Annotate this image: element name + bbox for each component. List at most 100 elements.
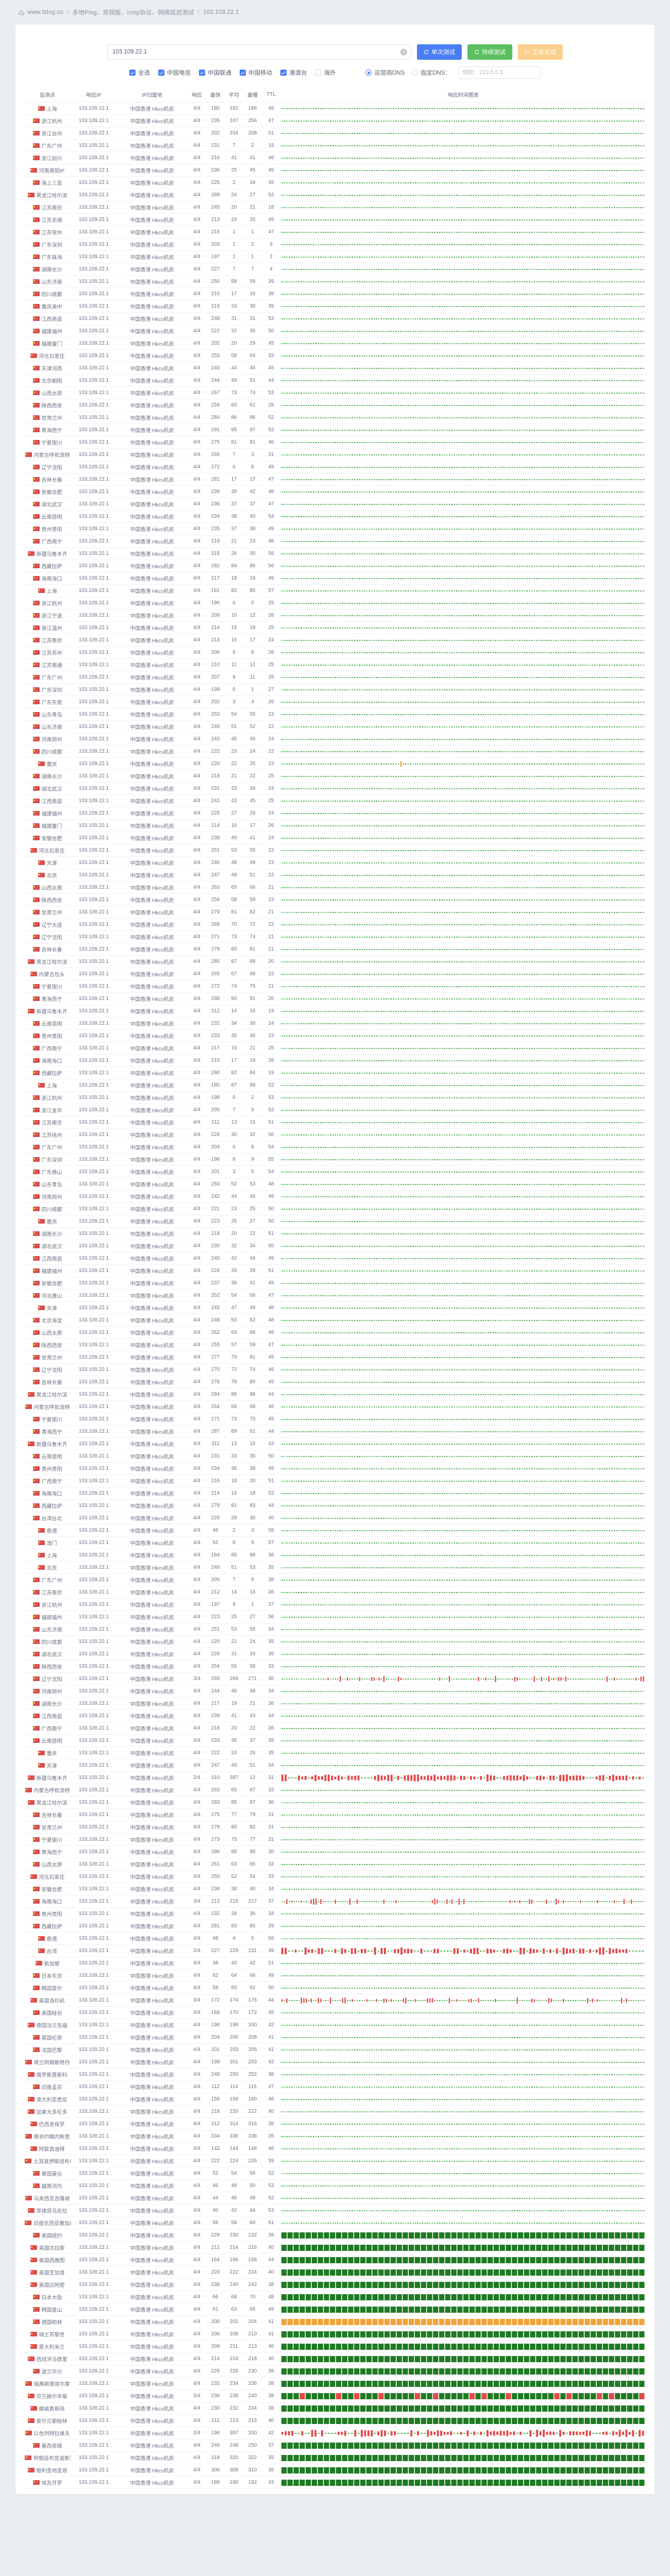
table-row[interactable]: 北京朝阳 103.109.22.1 中国香港 Hkcs机房 4/4 244 49 51 44: [24, 374, 646, 387]
table-row[interactable]: 广东珠海 103.109.22.1 中国香港 Hkcs机房 4/4 197 1 1 2: [24, 250, 646, 263]
table-row[interactable]: 内蒙古呼和浩特 103.109.22.1 中国香港 Hkcs机房 4/4 263 65 67…: [24, 1784, 646, 1797]
table-row[interactable]: 美国硅谷 103.109.22.1 中国香港 Hkcs机房 4/4 168 170 172 4…: [24, 2006, 646, 2019]
table-row[interactable]: 河北唐山 103.109.22.1 中国香港 Hkcs机房 4/4 252 54 56 47: [24, 1289, 646, 1302]
table-row[interactable]: 波兰华沙 103.109.22.1 中国香港 Hkcs机房 4/4 226 228 230 3…: [24, 2365, 646, 2378]
table-row[interactable]: 马来西亚吉隆坡 103.109.22.1 中国香港 Hkcs机房 4/4 44 46 48 5…: [24, 2192, 646, 2205]
table-row[interactable]: 青海西宁 103.109.22.1 中国香港 Hkcs机房 4/4 287 89 91 44: [24, 1425, 646, 1438]
table-row[interactable]: 台湾 103.109.22.1 中国香港 Hkcs机房 2/4 227 229 231 39: [24, 1944, 646, 1957]
table-row[interactable]: 菲律宾马尼拉 103.109.22.1 中国香港 Hkcs机房 4/4 40 42 44 53: [24, 2204, 646, 2217]
table-row[interactable]: 山西太原 103.109.22.1 中国香港 Hkcs机房 4/4 262 64 66 46: [24, 1326, 646, 1339]
table-row[interactable]: 福建福州 103.109.22.1 中国香港 Hkcs机房 4/4 223 25 27 36: [24, 1611, 646, 1623]
table-row[interactable]: 河北石家庄 103.109.22.1 中国香港 Hkcs机房 4/4 253 58 64 33: [24, 349, 646, 362]
table-row[interactable]: 贵州贵阳 103.109.22.1 中国香港 Hkcs机房 4/4 232 34 36 34: [24, 1907, 646, 1920]
table-row[interactable]: 湖北武汉 103.109.22.1 中国香港 Hkcs机房 4/4 229 31 33 35: [24, 1648, 646, 1660]
table-row[interactable]: 四川成都 103.109.22.1 中国香港 Hkcs机房 4/4 222 23 24 22: [24, 745, 646, 758]
table-row[interactable]: 吉林长春 103.109.22.1 中国香港 Hkcs机房 4/4 275 77 79 31: [24, 1808, 646, 1821]
table-row[interactable]: 江苏南京 103.109.22.1 中国香港 Hkcs机房 4/4 213 15 17 24: [24, 634, 646, 647]
table-row[interactable]: 美国达拉斯 103.109.22.1 中国香港 Hkcs机房 4/4 212 214 216…: [24, 2241, 646, 2254]
table-row[interactable]: 福建福州 103.109.22.1 中国香港 Hkcs机房 4/4 224 26 28 51: [24, 1264, 646, 1277]
checkbox-telecom[interactable]: 中国电信: [158, 69, 191, 77]
table-row[interactable]: 辽宁沈阳 103.109.22.1 中国香港 Hkcs机房 3/4 269 269 271 3…: [24, 1672, 646, 1685]
table-row[interactable]: 法国巴黎 103.109.22.1 中国香港 Hkcs机房 4/4 201 203 205 4…: [24, 2043, 646, 2056]
table-row[interactable]: 泰国曼谷 103.109.22.1 中国香港 Hkcs机房 4/4 52 54 56 52: [24, 2167, 646, 2180]
table-row[interactable]: 新疆乌鲁木齐 103.109.22.1 中国香港 Hkcs机房 2/4 310 397 12…: [24, 1771, 646, 1784]
checkbox-mobile[interactable]: 中国移动: [239, 69, 272, 77]
table-row[interactable]: 广西南宁 103.109.22.1 中国香港 Hkcs机房 4/4 218 20 22 36: [24, 1722, 646, 1735]
table-row[interactable]: 浙江杭州 103.109.22.1 中国香港 Hkcs机房 4/4 196 6 0 25: [24, 597, 646, 609]
table-row[interactable]: 印度尼西亚雅加达 103.109.22.1 中国香港 Hkcs机房 4/4 56 58 60…: [24, 2216, 646, 2229]
table-row[interactable]: 海南海口 103.109.22.1 中国香港 Hkcs机房 4/4 217 18 19 49: [24, 572, 646, 585]
col-resp-ip[interactable]: 响应IP: [71, 87, 116, 103]
table-row[interactable]: 重庆 103.109.22.1 中国香港 Hkcs机房 4/4 220 22 25 23: [24, 757, 646, 770]
table-row[interactable]: 西班牙马德里 103.109.22.1 中国香港 Hkcs机房 4/4 214 216 21…: [24, 2352, 646, 2365]
table-row[interactable]: 广东佛山 103.109.22.1 中国香港 Hkcs机房 4/4 201 3 5 54: [24, 1165, 646, 1178]
table-row[interactable]: 美国纽约 103.109.22.1 中国香港 Hkcs机房 4/4 228 230 232 3…: [24, 2229, 646, 2242]
table-row[interactable]: 江苏南通 103.109.22.1 中国香港 Hkcs机房 4/4 210 11 12 25: [24, 658, 646, 671]
table-row[interactable]: 吉林长春 103.109.22.1 中国香港 Hkcs机房 4/4 278 80 81 21: [24, 943, 646, 956]
breadcrumb-section[interactable]: 多地Ping、常规版、icmp协议、网络延迟测试: [73, 8, 194, 16]
table-row[interactable]: 安徽合肥 103.109.22.1 中国香港 Hkcs机房 4/4 236 38 40 34: [24, 1883, 646, 1895]
clear-circle-icon[interactable]: ✕: [400, 48, 407, 56]
table-row[interactable]: 西藏拉萨 103.109.22.1 中国香港 Hkcs机房 4/4 279 81 83 44: [24, 1499, 646, 1512]
table-row[interactable]: 德国柏林 103.109.22.1 中国香港 Hkcs机房 4/4 200 202 204 4…: [24, 2315, 646, 2328]
home-icon[interactable]: [19, 10, 24, 15]
table-row[interactable]: 宁夏银川 103.109.22.1 中国香港 Hkcs机房 4/4 273 75 77 31: [24, 1833, 646, 1846]
table-row[interactable]: 福建厦门 103.109.22.1 中国香港 Hkcs机房 4/4 214 16 17 26: [24, 819, 646, 832]
table-row[interactable]: 陕西西安 103.109.22.1 中国香港 Hkcs机房 4/4 255 57 59 47: [24, 1338, 646, 1351]
table-row[interactable]: 黑龙江哈尔滨 103.109.22.1 中国香港 Hkcs机房 4/4 289 24 27 5…: [24, 189, 646, 201]
table-row[interactable]: 江西南昌 103.109.22.1 中国香港 Hkcs机房 4/4 241 43 45 25: [24, 794, 646, 807]
table-row[interactable]: 上海 103.109.22.1 中国香港 Hkcs机房 4/4 185 87 89 52: [24, 1079, 646, 1092]
table-row[interactable]: 新疆乌鲁木齐 103.109.22.1 中国香港 Hkcs机房 4/4 315 26 30 5…: [24, 547, 646, 560]
table-row[interactable]: 河南郑州 103.109.22.1 中国香港 Hkcs机房 4/4 242 44 46 49: [24, 1190, 646, 1203]
col-node[interactable]: 监测点: [24, 87, 71, 103]
table-row[interactable]: 天津 103.109.22.1 中国香港 Hkcs机房 4/4 247 49 51 34: [24, 1759, 646, 1772]
table-row[interactable]: 山西太原 103.109.22.1 中国香港 Hkcs机房 4/4 263 65 66 21: [24, 881, 646, 894]
table-row[interactable]: 宁夏银川 103.109.22.1 中国香港 Hkcs机房 4/4 275 81 81 40: [24, 436, 646, 449]
table-row[interactable]: 青海西宁 103.109.22.1 中国香港 Hkcs机房 4/4 291 95 97 52: [24, 423, 646, 436]
table-row[interactable]: 浙江金华 103.109.22.1 中国香港 Hkcs机房 4/4 205 7 9 52: [24, 1104, 646, 1116]
table-row[interactable]: 陕西西安 103.109.22.1 中国香港 Hkcs机房 4/4 256 58 59 23: [24, 893, 646, 906]
table-row[interactable]: 重庆渝中 103.109.22.1 中国香港 Hkcs机房 4/4 219 24 30 39: [24, 300, 646, 313]
table-row[interactable]: 美国迈阿密 103.109.22.1 中国香港 Hkcs机房 4/4 238 240 242…: [24, 2278, 646, 2291]
table-row[interactable]: 青海西宁 103.109.22.1 中国香港 Hkcs机房 4/4 286 88 90 30: [24, 1845, 646, 1858]
table-row[interactable]: 土耳其伊斯坦布尔 103.109.22.1 中国香港 Hkcs机房 4/4 222 224…: [24, 2155, 646, 2167]
table-row[interactable]: 越南河内 103.109.22.1 中国香港 Hkcs机房 4/4 46 48 50 53: [24, 2179, 646, 2192]
table-row[interactable]: 湖南长沙 103.109.22.1 中国香港 Hkcs机房 4/4 219 21 22 25: [24, 770, 646, 783]
table-row[interactable]: 江苏常州 103.109.22.1 中国香港 Hkcs机房 4/4 215 1 1 47: [24, 226, 646, 239]
table-row[interactable]: 瑞士苏黎世 103.109.22.1 中国香港 Hkcs机房 4/4 206 208 210…: [24, 2328, 646, 2341]
table-row[interactable]: 河北石家庄 103.109.22.1 中国香港 Hkcs机房 4/4 250 52 54 33: [24, 1870, 646, 1883]
checkbox-unicom[interactable]: 中国联通: [198, 69, 231, 77]
table-row[interactable]: 日本大阪 103.109.22.1 中国香港 Hkcs机房 4/4 66 68 70 48: [24, 2291, 646, 2303]
table-row[interactable]: 河南郑州 103.109.22.1 中国香港 Hkcs机房 4/4 243 45 46 24: [24, 733, 646, 745]
table-row[interactable]: 湖南长沙 103.109.22.1 中国香港 Hkcs机房 4/4 227 7 7 4: [24, 263, 646, 276]
table-row[interactable]: 河北石家庄 103.109.22.1 中国香港 Hkcs机房 4/4 251 53 55 22: [24, 844, 646, 857]
table-row[interactable]: 海南海口 103.109.22.1 中国香港 Hkcs机房 4/4 215 17 19 26: [24, 1054, 646, 1067]
table-row[interactable]: 贵州贵阳 103.109.22.1 中国香港 Hkcs机房 4/4 234 36 38 49: [24, 1462, 646, 1475]
table-row[interactable]: 香港 103.109.22.1 中国香港 Hkcs机房 4/4 46 2 3 58: [24, 1524, 646, 1537]
table-row[interactable]: 天津河西 103.109.22.1 中国香港 Hkcs机房 4/4 240 44 45 45: [24, 362, 646, 375]
table-row[interactable]: 英国伦敦 103.109.22.1 中国香港 Hkcs机房 4/4 204 206 208 4…: [24, 2031, 646, 2044]
table-row[interactable]: 安徽合肥 103.109.22.1 中国香港 Hkcs机房 4/4 237 39 41 49: [24, 1277, 646, 1290]
table-row[interactable]: 江西南昌 103.109.22.1 中国香港 Hkcs机房 4/4 248 31 31 53: [24, 312, 646, 325]
table-row[interactable]: 黑龙江哈尔滨 103.109.22.1 中国香港 Hkcs机房 4/4 283 85 87 3…: [24, 1796, 646, 1809]
table-row[interactable]: 俄罗斯莫斯科 103.109.22.1 中国香港 Hkcs机房 4/4 248 250 25…: [24, 2068, 646, 2081]
table-row[interactable]: 江苏南京 103.109.22.1 中国香港 Hkcs机房 4/4 211 13 15 51: [24, 1116, 646, 1129]
table-row[interactable]: 湖北武汉 103.109.22.1 中国香港 Hkcs机房 4/4 231 33 34 24: [24, 782, 646, 795]
table-row[interactable]: 江苏无锡 103.109.22.1 中国香港 Hkcs机房 4/4 213 24 25 45: [24, 213, 646, 226]
table-row[interactable]: 上海 103.109.22.1 中国香港 Hkcs机房 4/4 180 182 186 45: [24, 102, 646, 115]
table-row[interactable]: 广西南宁 103.109.22.1 中国香港 Hkcs机房 4/4 216 18 20 51: [24, 1475, 646, 1487]
table-row[interactable]: 贵州贵阳 103.109.22.1 中国香港 Hkcs机房 4/4 235 37 38 49: [24, 522, 646, 535]
table-row[interactable]: 上海 103.109.22.1 中国香港 Hkcs机房 4/4 181 82 85 57: [24, 584, 646, 597]
table-row[interactable]: 辽宁大连 103.109.22.1 中国香港 Hkcs机房 4/4 268 70 72 22: [24, 918, 646, 931]
table-row[interactable]: 挪威奥斯陆 103.109.22.1 中国香港 Hkcs机房 4/4 230 232 234…: [24, 2402, 646, 2415]
table-row[interactable]: 重庆 103.109.22.1 中国香港 Hkcs机房 4/4 223 25 27 50: [24, 1215, 646, 1228]
table-row[interactable]: 山东济南 103.109.22.1 中国香港 Hkcs机房 4/4 256 58 59 39: [24, 275, 646, 288]
table-row[interactable]: 广东深圳 103.109.22.1 中国香港 Hkcs机房 4/4 203 1 2 5: [24, 238, 646, 251]
table-row[interactable]: 黑龙江哈尔滨 103.109.22.1 中国香港 Hkcs机房 4/4 285 87 88 2…: [24, 955, 646, 968]
table-row[interactable]: 墨西哥城 103.109.22.1 中国香港 Hkcs机房 4/4 246 248 250 3…: [24, 2439, 646, 2452]
table-row[interactable]: 四川成都 103.109.22.1 中国香港 Hkcs机房 4/4 221 23 25 50: [24, 1202, 646, 1215]
search-input[interactable]: [107, 44, 411, 60]
single-test-button[interactable]: 单次测试: [417, 44, 462, 60]
table-row[interactable]: 以色列特拉维夫 103.109.22.1 中国香港 Hkcs机房 2/4 196 397 2…: [24, 2427, 646, 2439]
table-row[interactable]: 广东广州 103.109.22.1 中国香港 Hkcs机房 4/4 205 7 9 38: [24, 1573, 646, 1586]
